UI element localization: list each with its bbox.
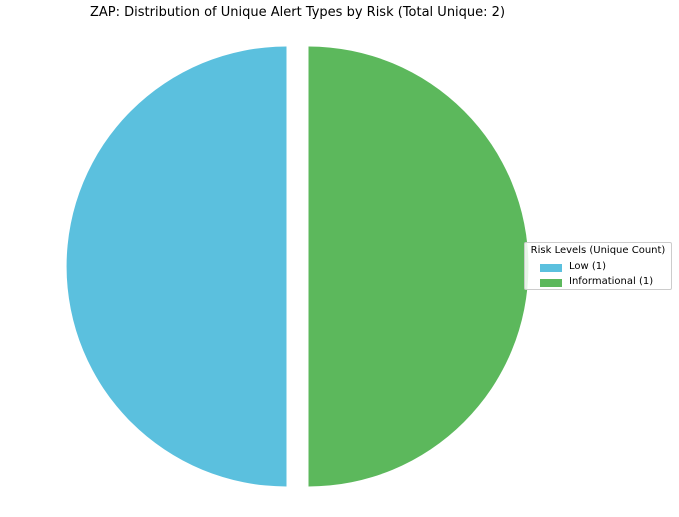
pie-slice-low: [66, 46, 287, 487]
pie-slice-informational: [308, 46, 529, 487]
legend-swatch-low: [540, 264, 562, 272]
legend-swatch-informational: [540, 279, 562, 287]
legend-title: Risk Levels (Unique Count): [530, 245, 666, 256]
legend-label-informational: Informational (1): [569, 276, 654, 287]
legend-label-low: Low (1): [569, 261, 607, 272]
legend: Risk Levels (Unique Count) Low (1) Infor…: [524, 242, 672, 290]
chart-title: ZAP: Distribution of Unique Alert Types …: [89, 5, 506, 20]
